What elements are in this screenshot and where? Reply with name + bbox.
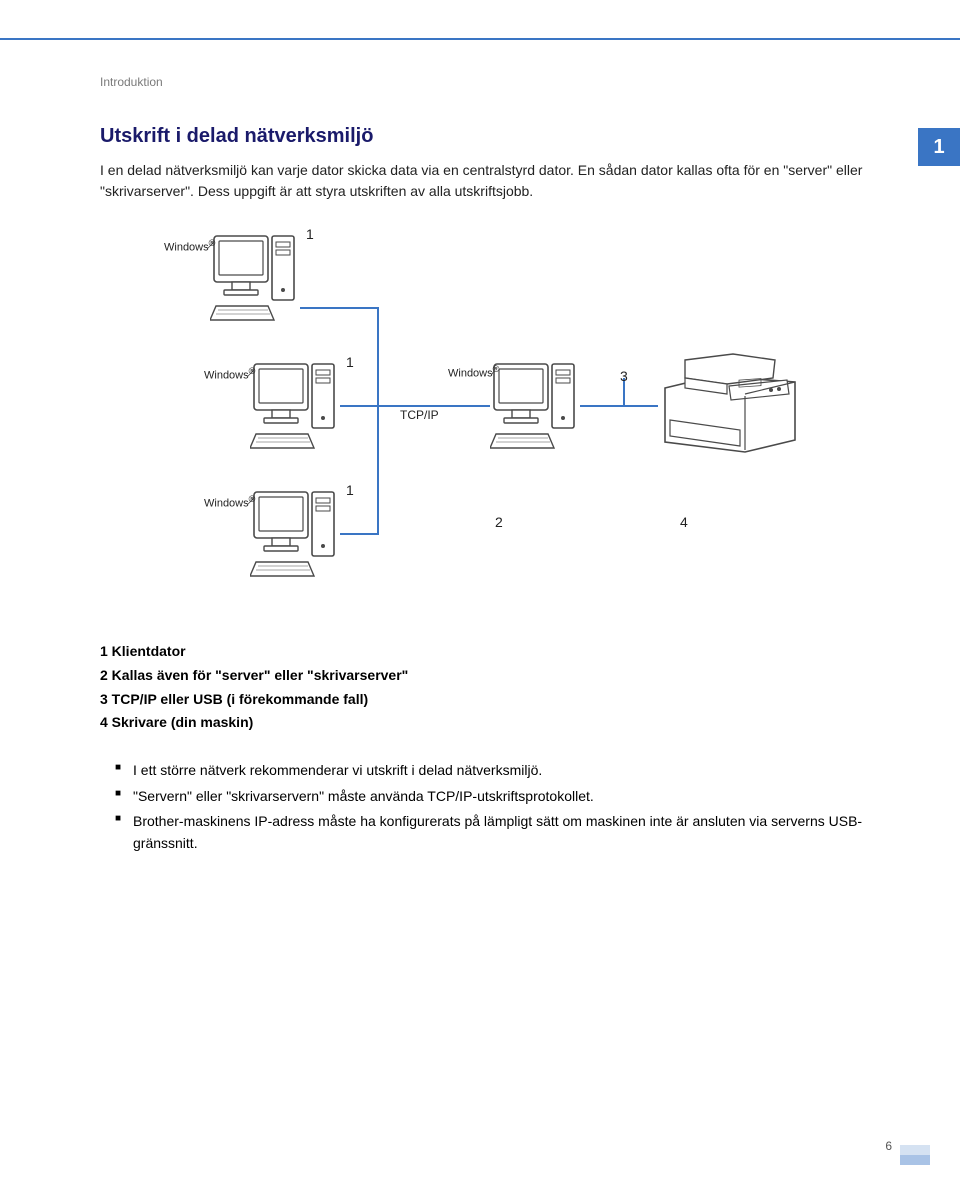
section-title: Utskrift i delad nätverksmiljö	[100, 125, 373, 148]
server-computer-icon	[490, 358, 580, 453]
client-computer-icon	[250, 358, 340, 453]
diagram-marker-1: 1	[346, 482, 354, 498]
legend-list: 1 Klientdator 2 Kallas även för "server"…	[100, 640, 408, 735]
note-item: I ett större nätverk rekommenderar vi ut…	[115, 760, 880, 782]
legend-item: 3 TCP/IP eller USB (i förekommande fall)	[100, 688, 408, 712]
legend-item: 4 Skrivare (din maskin)	[100, 711, 408, 735]
os-label: Windows®	[164, 238, 215, 254]
intro-paragraph: I en delad nätverksmiljö kan varje dator…	[100, 160, 880, 202]
note-list: I ett större nätverk rekommenderar vi ut…	[115, 760, 880, 859]
page-decoration	[900, 1145, 930, 1155]
diagram-marker-4: 4	[680, 514, 688, 530]
diagram-marker-3: 3	[620, 368, 628, 384]
header-rule	[0, 38, 960, 40]
diagram-marker-2: 2	[495, 514, 503, 530]
client-computer-icon	[250, 486, 340, 581]
page-decoration	[900, 1155, 930, 1165]
diagram-marker-1: 1	[306, 226, 314, 242]
network-diagram: Windows® 1 Windows® 1 Windows® 1 Windows…	[180, 230, 800, 600]
legend-item: 1 Klientdator	[100, 640, 408, 664]
diagram-marker-1: 1	[346, 354, 354, 370]
os-label: Windows®	[204, 494, 255, 510]
chapter-label: Introduktion	[100, 75, 163, 89]
os-label: Windows®	[448, 364, 499, 380]
note-item: Brother-maskinens IP-adress måste ha kon…	[115, 811, 880, 854]
client-computer-icon	[210, 230, 300, 325]
os-label: Windows®	[204, 366, 255, 382]
chapter-tab: 1	[918, 128, 960, 166]
note-item: "Servern" eller "skrivarservern" måste a…	[115, 786, 880, 808]
page-number: 6	[885, 1139, 892, 1153]
printer-icon	[655, 348, 805, 458]
protocol-label: TCP/IP	[400, 408, 439, 422]
legend-item: 2 Kallas även för "server" eller "skriva…	[100, 664, 408, 688]
